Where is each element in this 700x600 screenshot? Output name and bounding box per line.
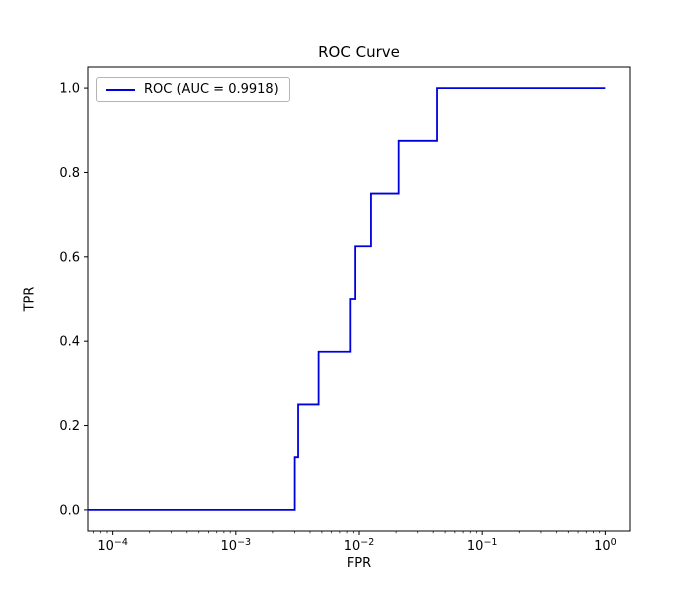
x-tick-label: 10−1 bbox=[467, 537, 498, 554]
x-tick-label: 10−2 bbox=[344, 537, 375, 554]
x-tick-label: 100 bbox=[594, 537, 617, 554]
legend: ROC (AUC = 0.9918) bbox=[96, 77, 290, 102]
y-tick-label: 0.8 bbox=[59, 166, 80, 181]
legend-line-sample-icon bbox=[106, 88, 135, 91]
x-axis-label: FPR bbox=[346, 556, 372, 571]
roc-curve-line bbox=[88, 87, 606, 511]
y-tick-label: 0.0 bbox=[59, 503, 80, 518]
axes-spines bbox=[87, 66, 631, 532]
y-tick-label: 1.0 bbox=[59, 82, 80, 97]
y-tick-label: 0.4 bbox=[59, 335, 80, 350]
y-axis-label: TPR bbox=[22, 286, 38, 312]
x-tick-label: 10−3 bbox=[221, 537, 252, 554]
chart-title: ROC Curve bbox=[318, 43, 400, 61]
y-tick-label: 0.6 bbox=[59, 250, 80, 265]
x-tick-label: 10−4 bbox=[97, 537, 128, 554]
legend-label: ROC (AUC = 0.9918) bbox=[144, 82, 279, 97]
y-tick-label: 0.2 bbox=[59, 419, 80, 434]
